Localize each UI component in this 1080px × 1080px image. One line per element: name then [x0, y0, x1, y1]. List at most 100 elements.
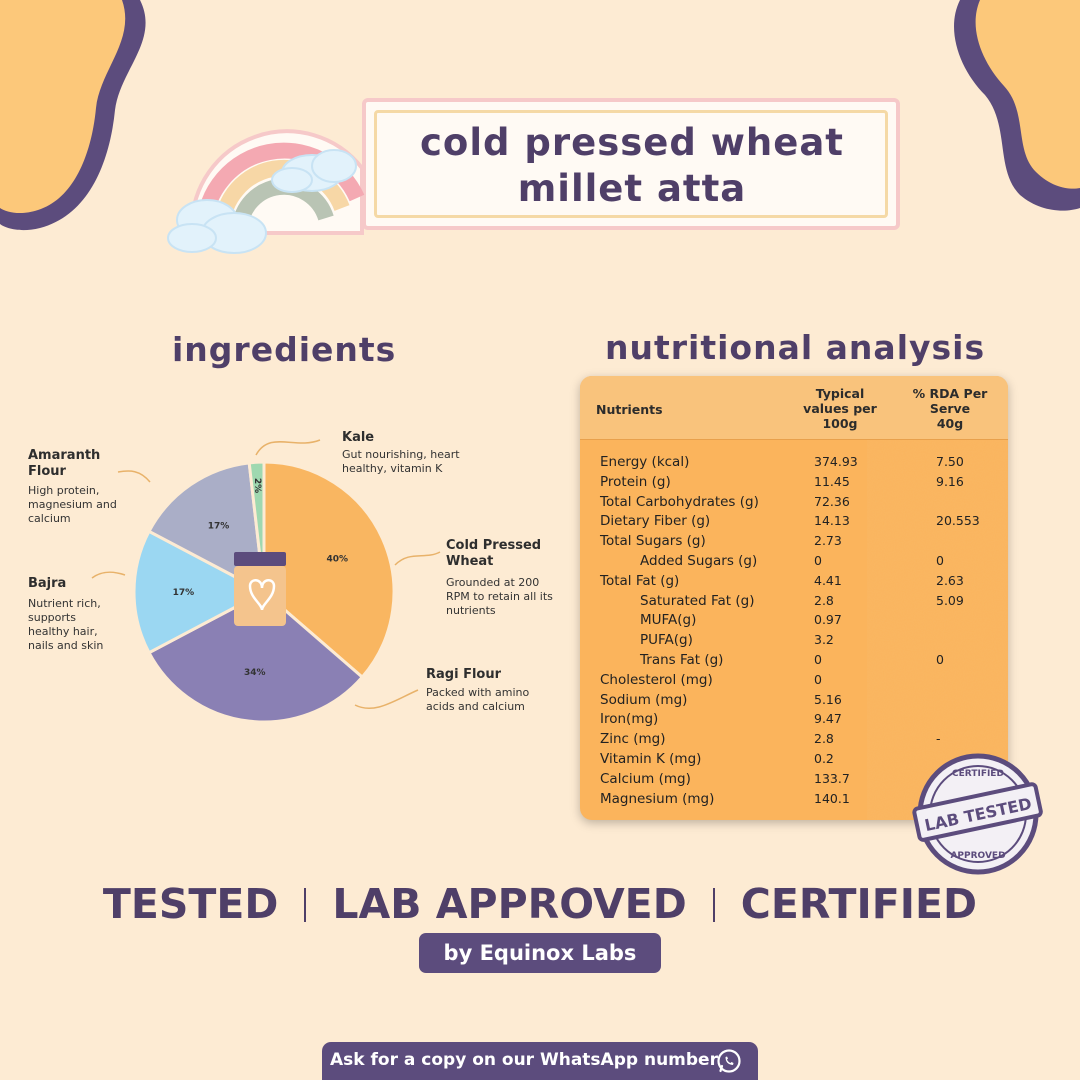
table-row: Total Carbohydrates (g) 72.36: [580, 494, 1008, 514]
nutrient-value: 0: [814, 671, 822, 687]
nutrient-rda: 2.63: [936, 572, 964, 588]
pie-slice: [262, 460, 396, 680]
nutrient-name: Vitamin K (mg): [600, 751, 702, 767]
nutrient-value: 5.16: [814, 691, 842, 707]
nutrient-rda: 0: [936, 553, 944, 568]
table-row: Cholesterol (mg) 0: [580, 672, 1008, 692]
whatsapp-banner[interactable]: Ask for a copy on our WhatsApp number: [322, 1042, 758, 1080]
table-row: Saturated Fat (g) 2.8 5.09: [580, 593, 1008, 613]
pie-slice-label: 2%: [252, 478, 262, 493]
nutrient-name: Iron(mg): [600, 711, 659, 728]
nutrient-name: Sodium (mg): [600, 691, 688, 708]
nutrient-value: 0.2: [814, 751, 834, 766]
nutrient-name: Total Fat (g): [600, 572, 680, 589]
nutrient-name: Magnesium (mg): [600, 790, 715, 807]
nutrient-value: 11.45: [814, 473, 850, 489]
nutrient-name: PUFA(g): [640, 632, 693, 649]
nutrient-name: Total Carbohydrates (g): [600, 493, 759, 510]
pie-slice-label: 40%: [327, 555, 349, 565]
header-nutrients: Nutrients: [596, 402, 663, 417]
nutrient-name: Saturated Fat (g): [640, 592, 755, 609]
nutrient-name: Energy (kcal): [600, 454, 690, 470]
connector-arrows: [91, 439, 441, 710]
pie-slice-label: 34%: [244, 668, 266, 678]
nutrient-rda: -: [936, 731, 941, 747]
nutrient-name: Dietary Fiber (g): [600, 513, 711, 530]
nutrition-table: Nutrients Typical values per 100g % RDA Pe…: [580, 376, 1008, 820]
nutrient-value: 2.73: [814, 533, 842, 549]
table-row: Iron(mg) 9.47: [580, 711, 1008, 731]
table-row: Total Sugars (g) 2.73: [580, 533, 1008, 553]
nutrient-value: 0: [814, 553, 822, 568]
table-row: Protein (g) 11.45 9.16: [580, 474, 1008, 494]
table-row: Zinc (mg) 2.8 -: [580, 731, 1008, 751]
nutrient-name: Zinc (mg): [600, 731, 666, 748]
nutrient-name: Cholesterol (mg): [600, 671, 713, 688]
stamp-top-text: CERTIFIED: [952, 769, 1004, 779]
nutrient-value: 14.13: [814, 513, 850, 529]
pie-slice-label: 17%: [173, 588, 195, 598]
nutrient-rda: 9.16: [936, 473, 964, 489]
nutrient-rda: 7.50: [936, 454, 964, 469]
title-banner: cold pressed wheat millet atta: [162, 58, 902, 268]
nutrient-value: 0: [814, 652, 822, 667]
nutrient-value: 374.93: [814, 454, 858, 469]
nutrient-name: Protein (g): [600, 473, 671, 490]
pie-slice-label: 17%: [208, 521, 230, 531]
whatsapp-icon: [717, 1049, 741, 1073]
nutrient-rda: 5.09: [936, 592, 964, 608]
table-row: PUFA(g) 3.2: [580, 632, 1008, 652]
nutrient-rda: 0: [936, 652, 944, 667]
ingredient-ragi-desc: Packed with amino acids and calcium: [426, 686, 530, 713]
tagline: TESTED LAB APPROVED CERTIFIED: [0, 880, 1080, 928]
stamp-bottom-text: APPROVED: [950, 851, 1005, 861]
nutrient-value: 9.47: [814, 711, 842, 727]
nutrient-name: Total Sugars (g): [600, 533, 706, 550]
page-title: cold pressed wheat millet atta: [419, 121, 844, 210]
nutrition-heading: nutritional analysis: [605, 328, 986, 367]
pie-slice: [132, 529, 268, 655]
ingredient-amaranth-desc: High protein, magnesium and calcium: [28, 484, 117, 525]
table-header: Nutrients Typical values per 100g % RDA Pe…: [580, 376, 1008, 440]
product-pouch-icon: [234, 552, 286, 626]
nutrient-value: 2.8: [814, 592, 834, 608]
lab-tested-stamp: CERTIFIED LAB TESTED APPROVED: [912, 753, 1043, 875]
ingredients-heading: ingredients: [172, 330, 397, 369]
table-row: Magnesium (mg) 140.1: [580, 791, 1008, 811]
nutrient-value: 72.36: [814, 493, 850, 509]
corner-blob-top-right: [954, 0, 1080, 211]
table-row: Dietary Fiber (g) 14.13 20.553: [580, 513, 1008, 533]
nutrient-name: MUFA(g): [640, 612, 697, 629]
ingredient-wheat-desc: Grounded at 200 RPM to retain all its nutr…: [446, 576, 553, 617]
table-row: MUFA(g) 0.97: [580, 612, 1008, 632]
header-typical: Typical values per 100g: [803, 386, 877, 431]
whatsapp-text: Ask for a copy on our WhatsApp number: [330, 1050, 718, 1070]
nutrient-value: 0.97: [814, 612, 842, 628]
nutrient-value: 133.7: [814, 770, 850, 786]
nutrient-value: 140.1: [814, 790, 850, 806]
nutrient-name: Trans Fat (g): [640, 652, 724, 668]
ingredient-bajra-desc: Nutrient rich, supports healthy hair, nails…: [28, 597, 104, 652]
table-row: Calcium (mg) 133.7: [580, 771, 1008, 791]
ingredient-kale-desc: Gut nourishing, heart healthy, vitamin K: [342, 448, 460, 475]
ingredients-pie-chart: 40% 34% 17% 17% 2%: [91, 439, 441, 724]
table-row: Vitamin K (mg) 0.2: [580, 751, 1008, 771]
corner-blob-top-left: [0, 0, 146, 231]
table-row: Sodium (mg) 5.16: [580, 692, 1008, 712]
table-row: Trans Fat (g) 0 0: [580, 652, 1008, 672]
nutrient-value: 2.8: [814, 731, 834, 747]
header-rda: % RDA Per Serve 40g: [912, 386, 988, 431]
nutrient-value: 4.41: [814, 572, 842, 588]
table-row: Added Sugars (g) 0 0: [580, 553, 1008, 573]
ingredient-ragi-title: Ragi Flour: [426, 667, 502, 682]
ingredient-bajra-title: Bajra: [28, 576, 67, 591]
nutrient-rda: 20.553: [936, 513, 980, 529]
ingredient-amaranth-title: Amaranth Flour: [28, 448, 101, 479]
tagline-tested: TESTED: [102, 880, 279, 928]
rainbow-icon: [167, 129, 365, 254]
table-row: Energy (kcal) 374.93 7.50: [580, 454, 1008, 474]
ingredient-kale-title: Kale: [342, 430, 375, 445]
tagline-certified: CERTIFIED: [740, 880, 978, 928]
nutrient-name: Calcium (mg): [600, 770, 691, 787]
table-row: Total Fat (g) 4.41 2.63: [580, 573, 1008, 593]
